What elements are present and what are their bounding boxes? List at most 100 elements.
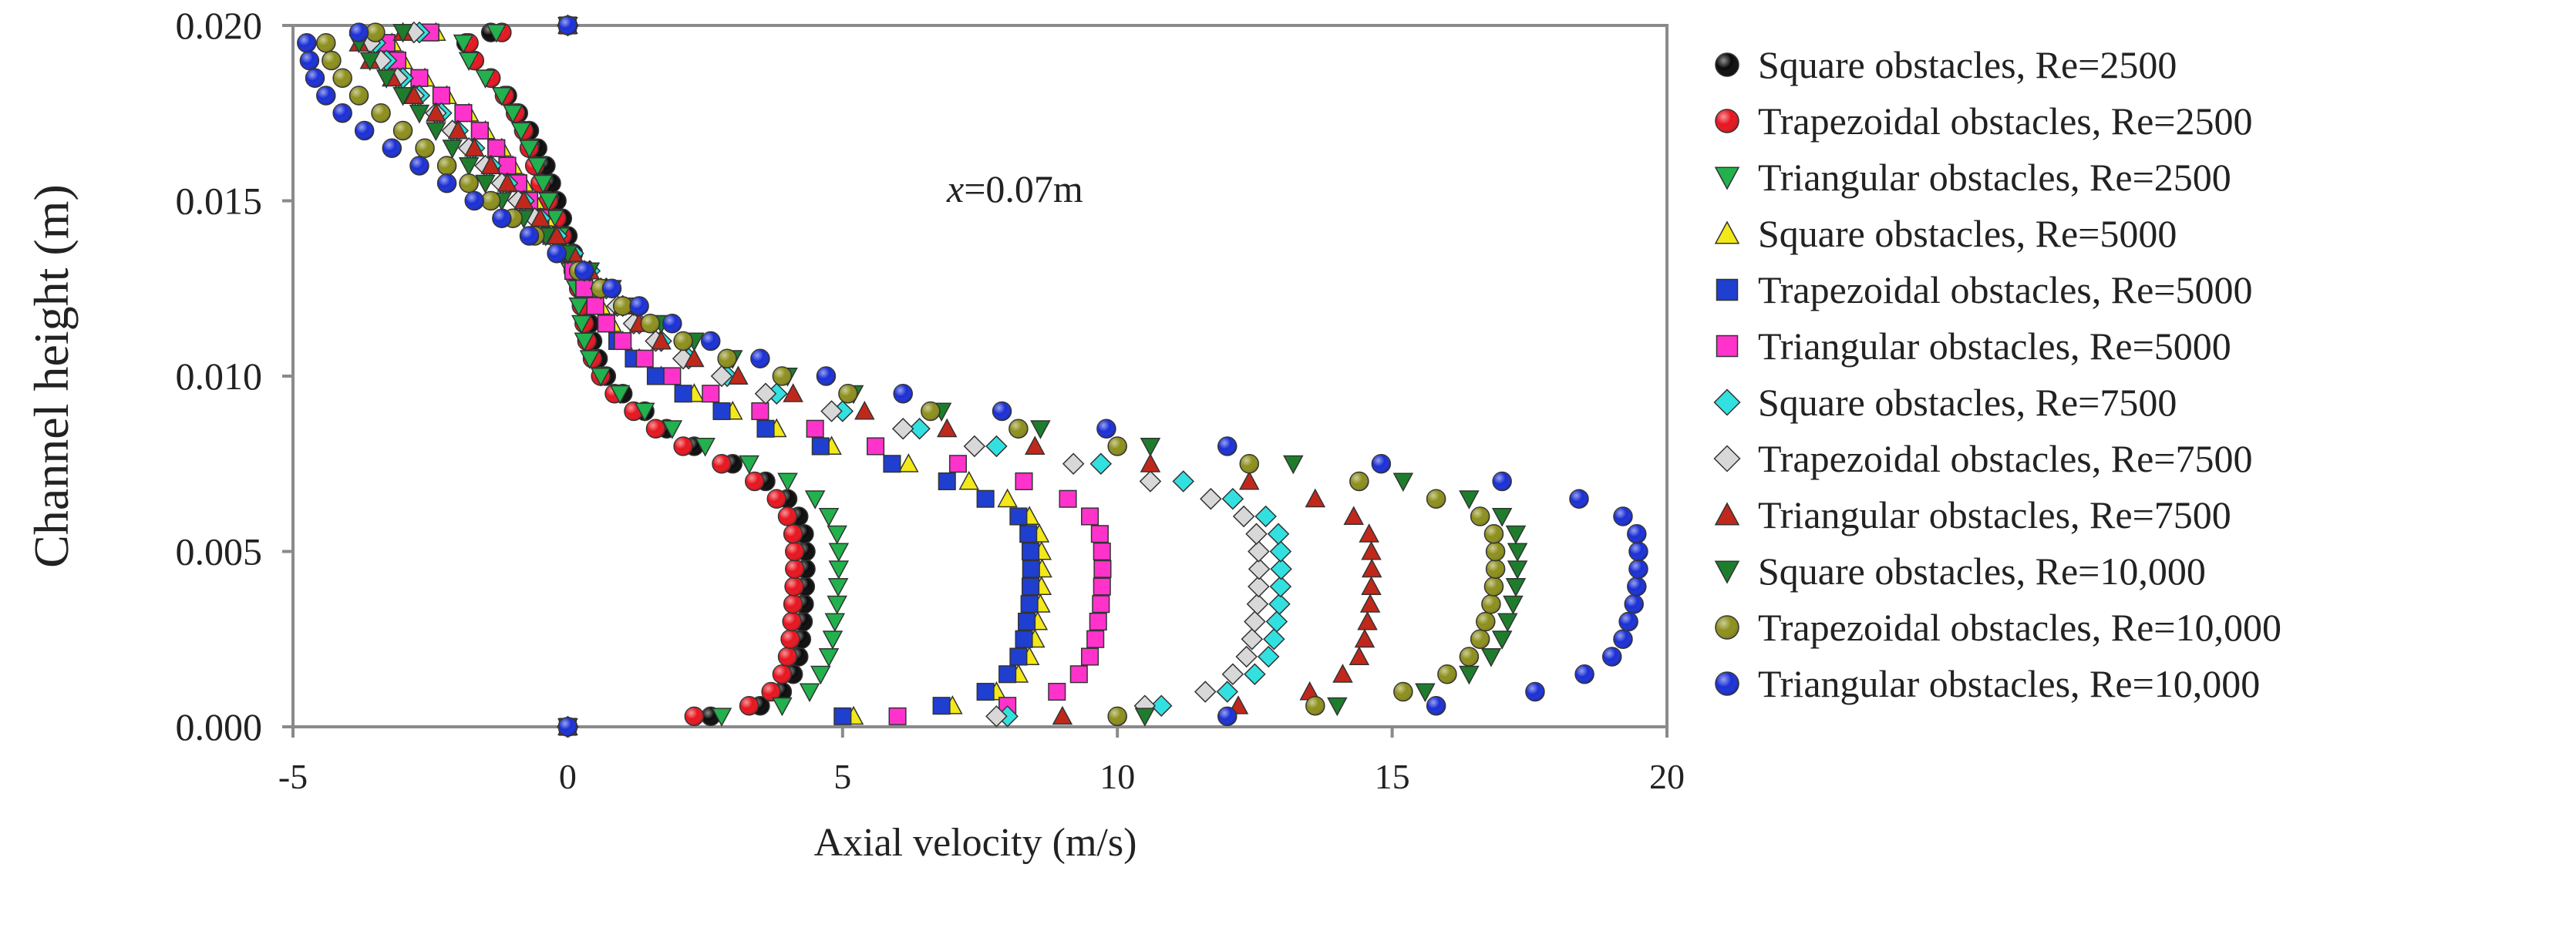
- data-point: [932, 697, 951, 715]
- data-point-shine: [701, 331, 720, 351]
- data-point: [1172, 470, 1194, 493]
- data-point: [614, 331, 632, 351]
- legend-item: Triangular obstacles, Re=7500: [1714, 493, 2231, 536]
- data-point: [1140, 453, 1161, 472]
- legend-label: Square obstacles, Re=10,000: [1758, 550, 2206, 593]
- data-point: [908, 417, 931, 440]
- data-point: [454, 104, 473, 123]
- data-point-shine: [460, 173, 479, 193]
- data-point: [497, 173, 518, 192]
- data-point: [1354, 628, 1376, 648]
- data-point-shine: [416, 139, 435, 158]
- y-axis-tick-labels: 0.000 0.005 0.010 0.015 0.020: [176, 4, 263, 748]
- legend-label: Square obstacles, Re=2500: [1758, 43, 2177, 86]
- data-point-shine: [409, 156, 429, 175]
- data-point: [827, 595, 847, 615]
- data-point-shine: [1096, 419, 1116, 439]
- data-point-shine: [778, 507, 797, 526]
- data-point: [470, 121, 489, 140]
- data-point: [574, 332, 595, 352]
- data-point: [403, 85, 425, 104]
- data-point: [1239, 470, 1260, 490]
- data-point: [827, 578, 849, 597]
- legend-marker-shine: [1716, 53, 1739, 76]
- data-point: [635, 349, 654, 368]
- data-point-shine: [785, 560, 804, 579]
- data-point-shine: [992, 402, 1012, 421]
- legend-marker: [1714, 220, 1740, 244]
- data-point: [579, 350, 601, 369]
- data-point: [963, 435, 986, 458]
- data-point-shine: [547, 244, 567, 263]
- data-point-shine: [783, 594, 803, 614]
- data-point: [568, 298, 589, 317]
- data-point-shine: [1470, 630, 1490, 649]
- data-point: [824, 613, 846, 633]
- data-point: [1216, 681, 1239, 703]
- data-point: [458, 52, 480, 72]
- data-point-shine: [646, 419, 665, 439]
- data-point: [1343, 506, 1364, 525]
- data-point-shine: [1426, 696, 1446, 715]
- data-point: [820, 400, 843, 422]
- legend-item: Square obstacles, Re=2500: [1715, 43, 2177, 86]
- data-point-shine: [1393, 682, 1413, 701]
- data-point-shine: [393, 121, 412, 140]
- data-point-shine: [305, 69, 325, 88]
- legend-marker: [1713, 388, 1741, 416]
- data-point: [1248, 557, 1271, 580]
- data-point: [392, 87, 413, 106]
- data-point: [883, 455, 901, 473]
- data-point: [1491, 630, 1513, 650]
- data-point: [739, 455, 759, 475]
- data-point-shine: [1481, 594, 1500, 614]
- data-point-shine: [674, 437, 693, 456]
- legend-marker: [1714, 560, 1740, 584]
- data-point: [712, 402, 731, 421]
- data-point-shine: [1217, 707, 1237, 726]
- legend-item: Triangular obstacles, Re=2500: [1714, 156, 2231, 199]
- data-point: [1086, 630, 1105, 648]
- data-point: [810, 665, 831, 685]
- data-point-shine: [613, 297, 632, 315]
- data-point: [571, 314, 592, 335]
- data-point: [1305, 488, 1326, 508]
- data-point: [1081, 507, 1099, 526]
- legend-item: Square obstacles, Re=10,000: [1714, 550, 2206, 593]
- data-point: [409, 104, 430, 124]
- plot-area: [291, 24, 1669, 728]
- data-point: [811, 437, 830, 456]
- data-point: [533, 174, 554, 194]
- data-point-shine: [773, 664, 792, 684]
- data-point-shine: [349, 23, 369, 42]
- legend-marker-shine: [1716, 109, 1739, 133]
- data-point-shine: [894, 384, 913, 403]
- legend-item: Triangular obstacles, Re=5000: [1716, 324, 2231, 368]
- data-point-shine: [1627, 524, 1646, 543]
- data-point: [754, 382, 777, 405]
- data-point: [586, 297, 604, 315]
- data-point: [1232, 505, 1255, 528]
- data-point: [1480, 648, 1502, 667]
- data-point: [1015, 472, 1033, 491]
- series-10: [349, 17, 1528, 738]
- data-point-shine: [437, 173, 456, 193]
- legend-item: Trapezoidal obstacles, Re=10,000: [1715, 606, 2281, 649]
- data-point: [463, 137, 485, 157]
- data-point-shine: [674, 331, 693, 351]
- data-point-shine: [1372, 454, 1391, 473]
- data-point: [867, 437, 885, 456]
- data-point-shine: [785, 542, 804, 561]
- data-point: [426, 103, 446, 122]
- data-point: [1491, 508, 1513, 527]
- data-point: [756, 419, 775, 438]
- legend-item: Trapezoidal obstacles, Re=5000: [1716, 268, 2253, 311]
- data-point-shine: [1619, 612, 1638, 631]
- data-point: [1022, 560, 1040, 578]
- data-point-shine: [762, 682, 781, 701]
- legend-item: Trapezoidal obstacles, Re=2500: [1715, 99, 2253, 143]
- data-point: [695, 438, 716, 457]
- legend-marker-shine: [1716, 672, 1739, 695]
- data-point: [609, 385, 631, 405]
- data-point-shine: [767, 489, 786, 509]
